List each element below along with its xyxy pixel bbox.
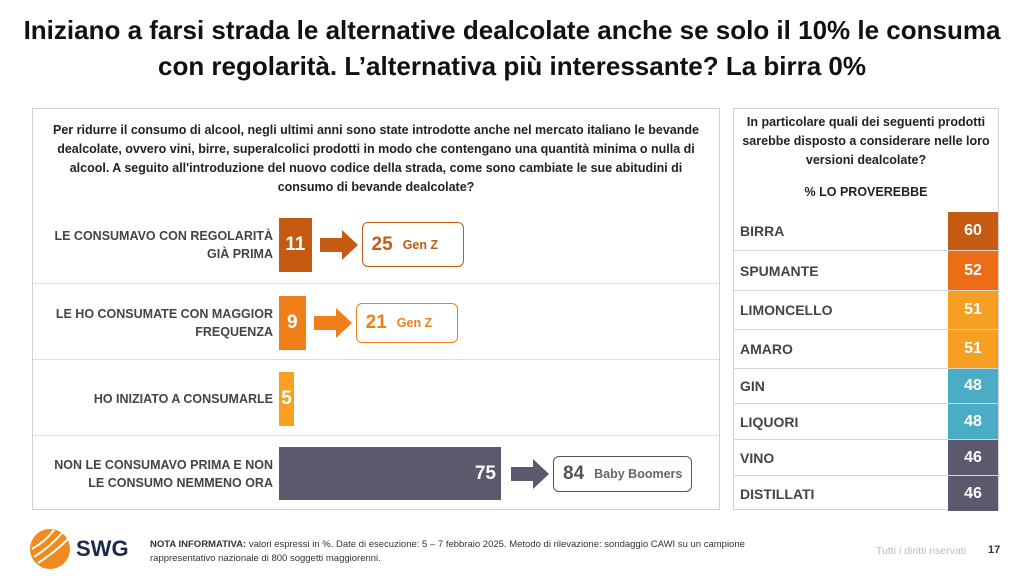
arrow-right-icon xyxy=(511,458,549,489)
table-row: LIMONCELLO 51 xyxy=(734,290,998,329)
swg-logo-text: SWG xyxy=(76,536,129,561)
bar: 5 xyxy=(279,371,294,426)
left-chart-panel: Per ridurre il consumo di alcool, negli … xyxy=(32,108,720,510)
bar-value: 9 xyxy=(287,311,298,333)
table-row: VINO 46 xyxy=(734,439,998,475)
column-header: % LO PROVEREBBE xyxy=(804,185,928,199)
bar: 75 xyxy=(279,447,501,500)
swg-logo-icon xyxy=(30,529,70,569)
row-separator xyxy=(33,283,719,284)
product-value: 51 xyxy=(948,291,998,329)
product-name: VINO xyxy=(740,449,775,466)
product-name: SPUMANTE xyxy=(740,262,819,279)
bar: 11 xyxy=(279,217,312,272)
highlight-group: Gen Z xyxy=(396,315,433,330)
right-table-panel: In particolare quali dei seguenti prodot… xyxy=(733,108,999,511)
row-label: LE HO CONSUMATE CON MAGGIOR FREQUENZA xyxy=(55,306,273,339)
table-row: BIRRA 60 xyxy=(734,212,998,250)
highlight-value: 21 xyxy=(365,311,387,333)
table-row: DISTILLATI 46 xyxy=(734,475,998,511)
footnote: NOTA INFORMATIVA: valori espressi in %. … xyxy=(150,538,810,566)
row-separator xyxy=(33,359,719,360)
product-value: 48 xyxy=(948,404,998,439)
footnote-label: NOTA INFORMATIVA: xyxy=(150,539,247,550)
arrow-right-icon xyxy=(313,307,352,338)
product-value: 51 xyxy=(948,330,998,368)
page-number: 17 xyxy=(988,544,1001,556)
highlight-box: 25 Gen Z xyxy=(361,222,464,267)
product-name: LIQUORI xyxy=(740,413,799,430)
highlight-value: 84 xyxy=(563,462,585,484)
bar-value: 11 xyxy=(285,233,306,255)
product-value: 60 xyxy=(948,212,998,250)
product-name: AMARO xyxy=(740,341,793,357)
product-value: 52 xyxy=(948,251,998,290)
bar: 9 xyxy=(279,295,306,350)
bar-value: 5 xyxy=(281,387,292,409)
slide-title: Iniziano a farsi strada le alternative d… xyxy=(23,15,1001,81)
product-name: GIN xyxy=(740,378,765,394)
product-value: 48 xyxy=(948,369,998,403)
right-question: In particolare quali dei seguenti prodot… xyxy=(742,115,990,167)
left-question: Per ridurre il consumo di alcool, negli … xyxy=(53,123,699,194)
table-row: AMARO 51 xyxy=(734,329,998,368)
row-label: LE CONSUMAVO CON REGOLARITÀ GIÀ PRIMA xyxy=(54,228,273,261)
highlight-group: Baby Boomers xyxy=(594,466,683,481)
highlight-box: 21 Gen Z xyxy=(355,302,458,343)
row-label: HO INIZIATO A CONSUMARLE xyxy=(93,391,273,406)
product-name: DISTILLATI xyxy=(740,485,815,502)
table-row: LIQUORI 48 xyxy=(734,403,998,439)
product-name: BIRRA xyxy=(740,223,785,239)
product-value: 46 xyxy=(948,476,998,511)
row-label: NON LE CONSUMAVO PRIMA E NON LE CONSUMO … xyxy=(54,457,273,490)
product-value: 46 xyxy=(948,440,998,475)
row-separator xyxy=(33,435,719,436)
highlight-group: Gen Z xyxy=(402,237,439,252)
table-row: GIN 48 xyxy=(734,368,998,403)
highlight-value: 25 xyxy=(371,233,393,255)
arrow-right-icon xyxy=(319,229,358,260)
footnote-text: valori espressi in %. Date di esecuzione… xyxy=(150,539,745,564)
highlight-box: 84 Baby Boomers xyxy=(553,455,692,492)
rights-text: Tutti i diritti riservati xyxy=(876,545,967,557)
product-name: LIMONCELLO xyxy=(740,302,833,318)
table-row: SPUMANTE 52 xyxy=(734,250,998,290)
bar-value: 75 xyxy=(474,462,496,484)
